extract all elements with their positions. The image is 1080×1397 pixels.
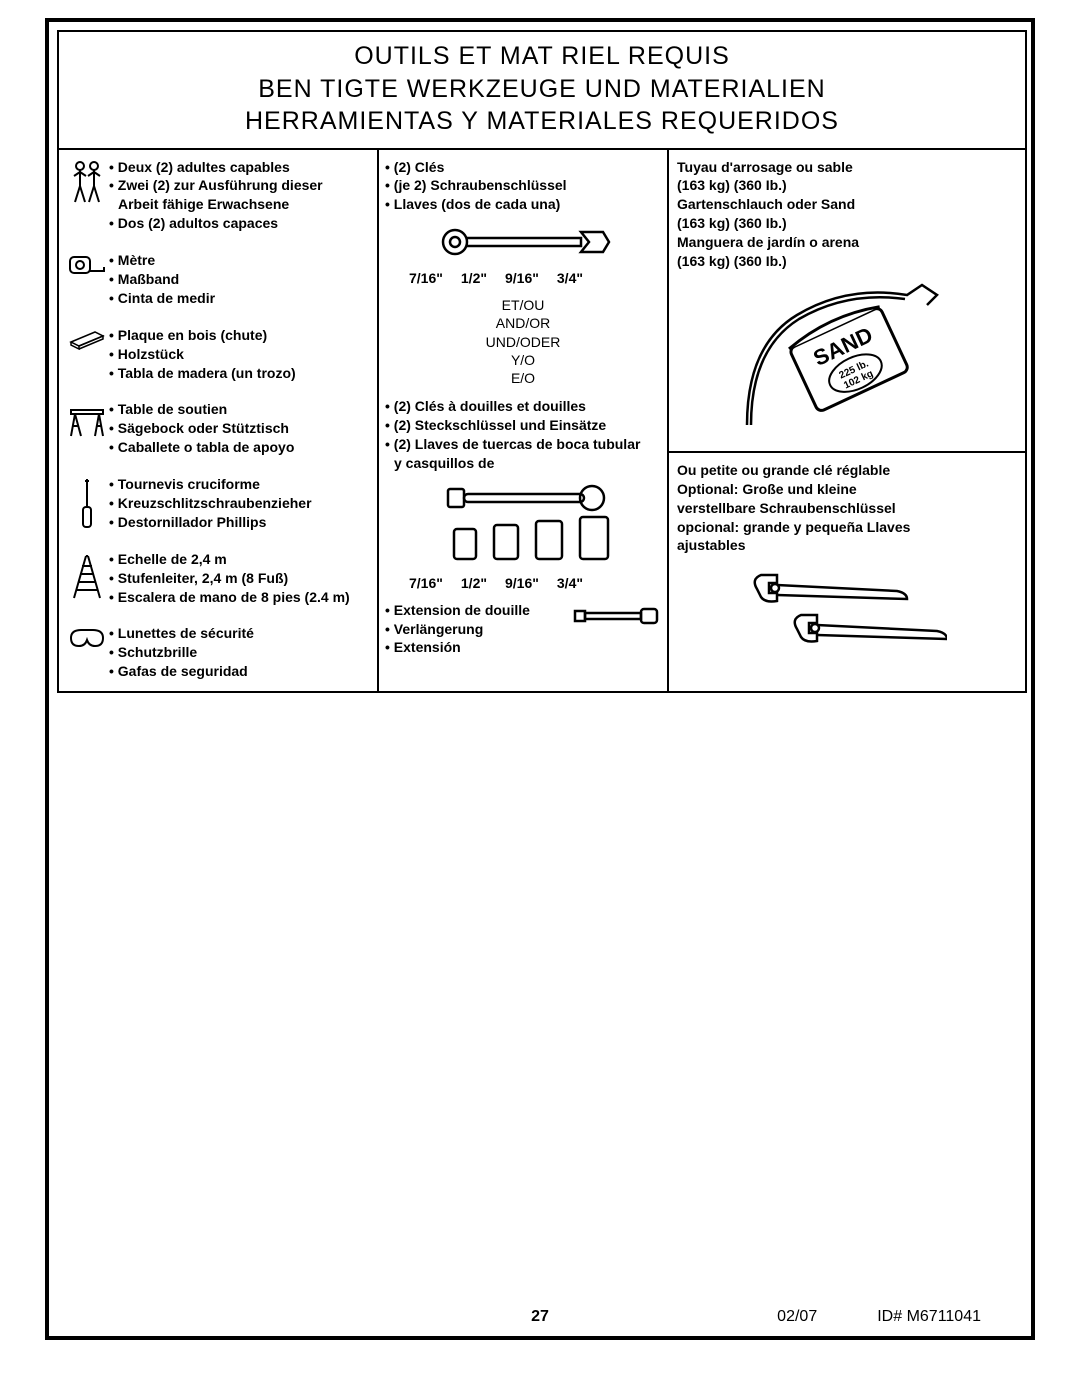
goggles-de: Schutzbrille (109, 643, 371, 662)
item-tape: Mètre Maßband Cinta de medir (65, 251, 371, 308)
ext-es: Extensión (385, 638, 563, 657)
footer-date: 02/07 (777, 1308, 817, 1326)
column-2: (2) Clés (je 2) Schraubenschlüssel Llave… (379, 150, 669, 692)
ssize-d: 3/4" (557, 575, 583, 591)
item-sawhorse: Table de soutien Sägebock oder Stütztisc… (65, 400, 371, 457)
sawhorse-es: Caballete o tabla de apoyo (109, 438, 371, 457)
screwdriver-fr: Tournevis cruciforme (109, 475, 371, 494)
ladder-icon (65, 550, 109, 602)
hose-es1: Manguera de jardín o arena (677, 233, 1017, 252)
socket-sizes: 7/16" 1/2" 9/16" 3/4" (385, 575, 661, 591)
screwdriver-de: Kreuzschlitzschraubenzieher (109, 494, 371, 513)
footer-id: ID# M6711041 (877, 1308, 981, 1326)
sockets-es1: (2) Llaves de tuercas de boca tubular (385, 435, 661, 454)
hose-fr2: (163 kg) (360 Ib.) (677, 176, 1017, 195)
ladder-de: Stufenleiter, 2,4 m (8 Fuß) (109, 569, 371, 588)
title-es: HERRAMIENTAS Y MATERIALES REQUERIDOS (59, 105, 1025, 138)
board-fr: Plaque en bois (chute) (109, 326, 371, 345)
hose-de1: Gartenschlauch oder Sand (677, 195, 1017, 214)
tape-es: Cinta de medir (109, 289, 371, 308)
adjustable-block: Ou petite ou grande clé réglable Optiona… (677, 461, 1017, 555)
sockets-de: (2) Steckschlüssel und Einsätze (385, 416, 661, 435)
adj-es1: opcional: grande y pequeña Llaves (677, 518, 1017, 537)
size-d: 3/4" (557, 270, 583, 286)
hose-fr1: Tuyau d'arrosage ou sable (677, 158, 1017, 177)
socket-wrench-icon (385, 479, 661, 569)
adults-de1: Zwei (2) zur Ausführung dieser (109, 176, 371, 195)
item-board: Plaque en bois (chute) Holzstück Tabla d… (65, 326, 371, 383)
columns: Deux (2) adultes capables Zwei (2) zur A… (59, 150, 1025, 692)
people-icon (65, 158, 109, 204)
title-de: BEN TIGTE WERKZEUGE UND MATERIALIEN (59, 73, 1025, 106)
adults-de2: Arbeit fähige Erwachsene (109, 195, 371, 214)
item-goggles: Lunettes de sécurité Schutzbrille Gafas … (65, 624, 371, 681)
adj-de2: verstellbare Schraubenschlüssel (677, 499, 1017, 518)
sawhorse-de: Sägebock oder Stütztisch (109, 419, 371, 438)
andor-1: ET/OU (385, 296, 661, 314)
andor-5: E/O (385, 369, 661, 387)
ladder-fr: Echelle de 2,4 m (109, 550, 371, 569)
tape-measure-icon (65, 251, 109, 279)
page-number: 27 (531, 1308, 549, 1326)
ladder-es: Escalera de mano de 8 pies (2.4 m) (109, 588, 371, 607)
ssize-c: 9/16" (505, 575, 539, 591)
size-c: 9/16" (505, 270, 539, 286)
board-es: Tabla de madera (un trozo) (109, 364, 371, 383)
hose-es2: (163 kg) (360 Ib.) (677, 252, 1017, 271)
ssize-b: 1/2" (461, 575, 487, 591)
adjustable-wrench-icon (677, 569, 1017, 659)
extension-block: Extension de douille Verlängerung Extens… (385, 601, 563, 658)
ext-de: Verlängerung (385, 620, 563, 639)
title-fr: OUTILS ET MAT RIEL REQUIS (59, 40, 1025, 73)
wood-board-icon (65, 326, 109, 350)
col3-bottom: Ou petite ou grande clé réglable Optiona… (669, 453, 1025, 675)
wrench-icon (385, 220, 661, 264)
adj-de1: Optional: Große und kleine (677, 480, 1017, 499)
andor-4: Y/O (385, 351, 661, 369)
sockets-block: (2) Clés à douilles et douilles (2) Stec… (385, 397, 661, 473)
adj-fr: Ou petite ou grande clé réglable (677, 461, 1017, 480)
tape-fr: Mètre (109, 251, 371, 270)
sawhorse-icon (65, 400, 109, 438)
adj-es2: ajustables (677, 536, 1017, 555)
content-box: OUTILS ET MAT RIEL REQUIS BEN TIGTE WERK… (57, 30, 1027, 693)
item-screwdriver: Tournevis cruciforme Kreuzschlitzschraub… (65, 475, 371, 532)
hose-block: Tuyau d'arrosage ou sable (163 kg) (360 … (677, 158, 1017, 271)
sockets-fr: (2) Clés à douilles et douilles (385, 397, 661, 416)
wrenches-es: Llaves (dos de cada una) (385, 195, 661, 214)
header: OUTILS ET MAT RIEL REQUIS BEN TIGTE WERK… (59, 32, 1025, 150)
column-1: Deux (2) adultes capables Zwei (2) zur A… (59, 150, 379, 692)
goggles-fr: Lunettes de sécurité (109, 624, 371, 643)
adults-es: Dos (2) adultos capaces (109, 214, 371, 233)
andor-2: AND/OR (385, 314, 661, 332)
goggles-icon (65, 624, 109, 650)
extension-icon (571, 601, 661, 636)
screwdriver-es: Destornillador Phillips (109, 513, 371, 532)
page-frame: OUTILS ET MAT RIEL REQUIS BEN TIGTE WERK… (45, 18, 1035, 1340)
screwdriver-icon (65, 475, 109, 531)
andor-block: ET/OU AND/OR UND/ODER Y/O E/O (385, 296, 661, 387)
footer: 27 02/07 ID# M6711041 (49, 1308, 1031, 1326)
size-a: 7/16" (409, 270, 443, 286)
sawhorse-fr: Table de soutien (109, 400, 371, 419)
wrenches-de: (je 2) Schraubenschlüssel (385, 176, 661, 195)
andor-3: UND/ODER (385, 333, 661, 351)
hose-sand-icon: SAND 225 lb. 102 kg (677, 275, 1017, 435)
item-ladder: Echelle de 2,4 m Stufenleiter, 2,4 m (8 … (65, 550, 371, 607)
ext-fr: Extension de douille (385, 601, 563, 620)
ssize-a: 7/16" (409, 575, 443, 591)
board-de: Holzstück (109, 345, 371, 364)
adults-fr: Deux (2) adultes capables (109, 158, 371, 177)
wrenches-block: (2) Clés (je 2) Schraubenschlüssel Llave… (385, 158, 661, 215)
tape-de: Maßband (109, 270, 371, 289)
goggles-es: Gafas de seguridad (109, 662, 371, 681)
hose-de2: (163 kg) (360 Ib.) (677, 214, 1017, 233)
column-3: Tuyau d'arrosage ou sable (163 kg) (360 … (669, 150, 1025, 692)
wrenches-fr: (2) Clés (385, 158, 661, 177)
col3-top: Tuyau d'arrosage ou sable (163 kg) (360 … (669, 150, 1025, 453)
sockets-es2: y casquillos de (385, 454, 661, 473)
size-b: 1/2" (461, 270, 487, 286)
item-adults: Deux (2) adultes capables Zwei (2) zur A… (65, 158, 371, 234)
wrench-sizes: 7/16" 1/2" 9/16" 3/4" (385, 270, 661, 286)
